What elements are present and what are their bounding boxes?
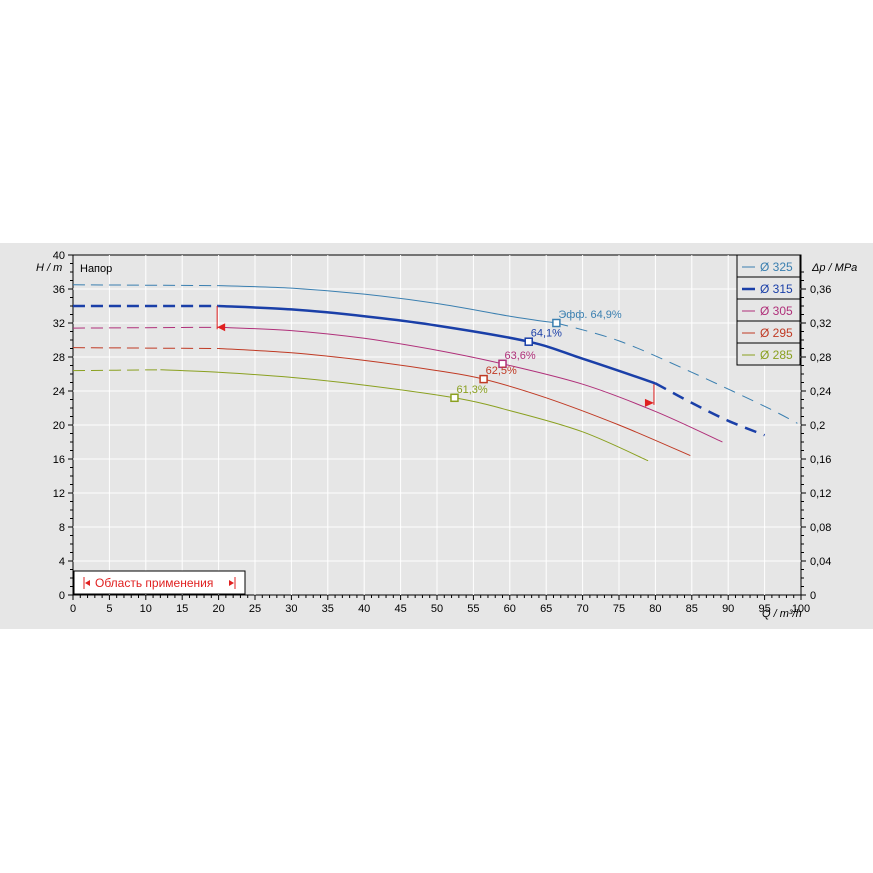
series-315-dashed-tail xyxy=(654,382,766,437)
x-tick-label: 25 xyxy=(249,603,261,615)
legend-item-label: Ø 315 xyxy=(760,282,793,296)
series-325-bep-point xyxy=(552,318,561,328)
y2-tick-label: 0,32 xyxy=(810,318,831,330)
series-295-bep-point xyxy=(479,374,488,384)
x-tick-label: 70 xyxy=(576,603,588,615)
grid xyxy=(73,255,801,595)
y2-tick-label: 0,04 xyxy=(810,556,831,568)
y-tick-label: 32 xyxy=(53,318,65,330)
chart-panel: 0 5 10 15 20 25 30 35 40 45 50 55 60 65 70 75 80 85 90 95 10… xyxy=(0,243,873,629)
range-markers xyxy=(216,306,655,407)
x-tick-label: 5 xyxy=(106,603,112,615)
series-295-line xyxy=(218,348,691,457)
x-tick-label: 0 xyxy=(70,603,76,615)
panel-label: Напор xyxy=(80,263,112,275)
x-tick-label: 90 xyxy=(722,603,734,615)
y2-axis-label: Δp / MPa xyxy=(811,262,857,274)
series-285-line xyxy=(160,369,649,462)
y-tick-label: 4 xyxy=(59,556,65,568)
series-305-bep-label: 63,6% xyxy=(505,350,536,362)
legend-item-label: Ø 285 xyxy=(760,348,793,362)
legend-item-label: Ø 325 xyxy=(760,260,793,274)
y-tick-label: 12 xyxy=(53,488,65,500)
x-axis-label: Q / m³/h xyxy=(762,608,802,620)
y2-tick-label: 0,16 xyxy=(810,454,831,466)
series-325-dashed-head xyxy=(72,284,219,287)
series-305-line xyxy=(218,326,723,443)
x-tick-label: 80 xyxy=(649,603,661,615)
y-tick-label: 20 xyxy=(53,420,65,432)
series-315-bep-point xyxy=(524,337,533,346)
efficiency-points: Эфф. 64,9% 64,1% 63,6% 62,5% 61,3% xyxy=(450,309,622,403)
y-tick-labels: 0 4 8 12 16 20 24 28 32 36 40 xyxy=(53,250,65,602)
tick-marks xyxy=(68,254,806,600)
y2-tick-label: 0,12 xyxy=(810,488,831,500)
series-325-bep-label: Эфф. 64,9% xyxy=(558,309,622,321)
x-tick-label: 75 xyxy=(613,603,625,615)
x-tick-label: 85 xyxy=(686,603,698,615)
y2-tick-label: 0,28 xyxy=(810,352,831,364)
legend: Ø 325 Ø 315 Ø 305 Ø 295 Ø 285 xyxy=(736,254,801,366)
series-295-bep-label: 62,5% xyxy=(486,365,517,377)
legend-item-label: Ø 295 xyxy=(760,326,793,340)
range-marker-arrow xyxy=(644,398,654,407)
x-tick-label: 40 xyxy=(358,603,370,615)
series-325-line xyxy=(218,285,557,324)
x-tick-label: 30 xyxy=(285,603,297,615)
y-tick-label: 28 xyxy=(53,352,65,364)
application-range-label: Область применения xyxy=(95,576,213,590)
x-tick-label: 20 xyxy=(212,603,224,615)
series-325-dashed-tail xyxy=(556,322,798,424)
y2-tick-labels: 0 0,04 0,08 0,12 0,16 0,2 0,24 0,28 0,32 0,36 xyxy=(810,284,831,602)
y2-tick-label: 0 xyxy=(810,590,816,602)
y2-tick-label: 0,24 xyxy=(810,386,831,398)
series-305-bep-point xyxy=(498,359,507,369)
y2-tick-label: 0,08 xyxy=(810,522,831,534)
x-tick-label: 100 xyxy=(792,603,810,615)
curves xyxy=(72,284,798,462)
x-tick-label: 10 xyxy=(140,603,152,615)
y-tick-label: 16 xyxy=(53,454,65,466)
x-tick-label: 15 xyxy=(176,603,188,615)
pump-curve-chart: 0 5 10 15 20 25 30 35 40 45 50 55 60 65 70 75 80 85 90 95 10… xyxy=(36,250,857,620)
series-295-dashed-head xyxy=(72,347,219,349)
x-tick-label: 55 xyxy=(467,603,479,615)
x-tick-label: 60 xyxy=(504,603,516,615)
series-315-line xyxy=(218,304,656,385)
x-tick-label: 50 xyxy=(431,603,443,615)
application-range-box: Область применения xyxy=(73,570,246,595)
series-315-bep-label: 64,1% xyxy=(531,328,562,340)
x-tick-label: 65 xyxy=(540,603,552,615)
y-tick-label: 8 xyxy=(59,522,65,534)
series-285-bep-point xyxy=(450,393,459,403)
x-tick-label: 35 xyxy=(322,603,334,615)
y-axis-label: H / m xyxy=(36,262,62,274)
y-tick-label: 36 xyxy=(53,284,65,296)
x-tick-label: 95 xyxy=(758,603,770,615)
range-marker-arrow xyxy=(217,323,226,332)
series-305-dashed-head xyxy=(72,326,219,329)
y2-tick-label: 0,2 xyxy=(810,420,825,432)
series-285-bep-label: 61,3% xyxy=(456,384,487,396)
x-tick-label: 45 xyxy=(394,603,406,615)
legend-item-label: Ø 305 xyxy=(760,304,793,318)
y2-tick-label: 0,36 xyxy=(810,284,831,296)
series-285-dashed-head xyxy=(72,369,161,372)
y-tick-label: 0 xyxy=(59,590,65,602)
y-tick-label: 40 xyxy=(53,250,65,262)
y-tick-label: 24 xyxy=(53,386,65,398)
x-tick-labels: 0 5 10 15 20 25 30 35 40 45 50 55 60 65 70 75 80 85 90 95 10… xyxy=(70,603,810,615)
